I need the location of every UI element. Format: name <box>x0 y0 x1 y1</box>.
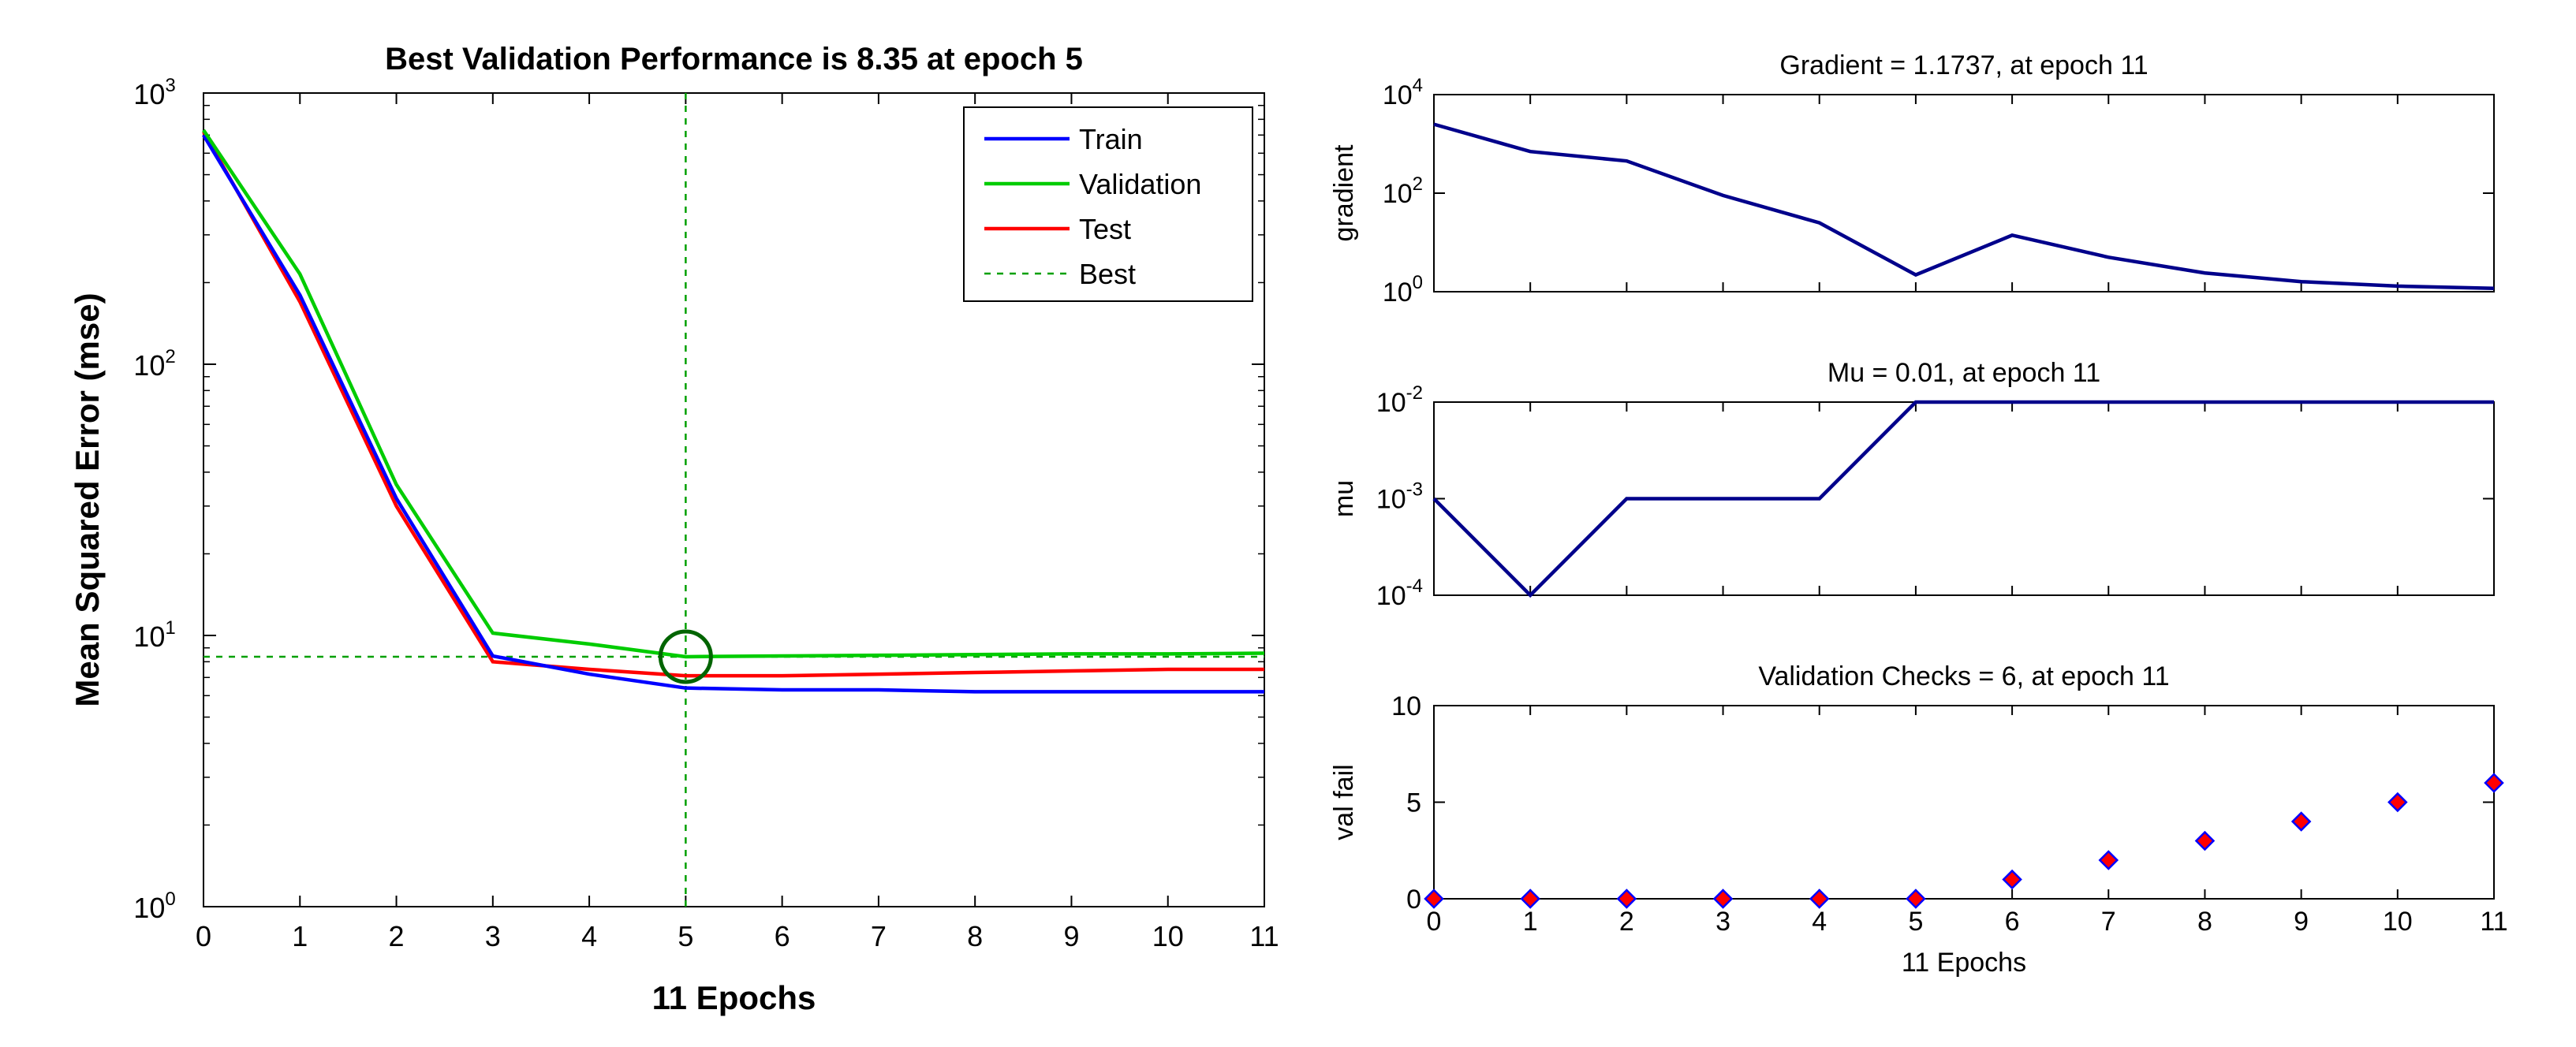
performance-x-tick-label: 4 <box>581 920 597 952</box>
mu-y-tick-label: 10-2 <box>1376 382 1423 418</box>
performance-x-tick-label: 3 <box>485 920 501 952</box>
valfail-y-tick-label: 10 <box>1391 691 1421 721</box>
mu-y-tick-label: 10-3 <box>1376 479 1423 515</box>
performance-y-tick-label: 100 <box>133 889 175 924</box>
performance-y-tick-label: 103 <box>133 75 175 110</box>
valfail-x-tick-label: 0 <box>1427 907 1442 937</box>
performance-x-tick-label: 1 <box>292 920 308 952</box>
valfail-x-tick-label: 4 <box>1812 907 1827 937</box>
best-marker-circle <box>658 629 713 684</box>
series-line-validation <box>202 129 1265 659</box>
legend-label-test: Test <box>1079 213 1131 245</box>
performance-x-tick-label: 0 <box>196 920 211 952</box>
valfail-x-label: 11 Epochs <box>1902 948 2026 978</box>
mu-line <box>1432 400 2494 598</box>
valfail-marker <box>1520 889 1540 909</box>
valfail-marker <box>2387 792 2408 813</box>
performance-x-tick-label: 10 <box>1152 920 1184 952</box>
gradient-y-tick-label: 104 <box>1383 75 1423 110</box>
valfail-x-tick-label: 9 <box>2294 907 2309 937</box>
valfail-marker <box>1712 889 1734 909</box>
gradient-title: Gradient = 1.1737, at epoch 11 <box>1779 50 2148 80</box>
mu-title: Mu = 0.01, at epoch 11 <box>1827 358 2100 388</box>
gradient-y-tick-label: 100 <box>1383 272 1423 307</box>
performance-x-tick-label: 2 <box>389 920 405 952</box>
performance-x-tick-label: 11 <box>1249 920 1279 952</box>
legend-label-validation: Validation <box>1079 168 1201 200</box>
mu-y-label: mu <box>1329 480 1359 517</box>
performance-y-tick-label: 101 <box>133 617 175 653</box>
mu-axes-box <box>1433 401 2495 596</box>
valfail-title: Validation Checks = 6, at epoch 11 <box>1758 661 2169 691</box>
series-line-test <box>202 130 1264 678</box>
valfail-x-tick-label: 8 <box>2197 907 2212 937</box>
performance-x-tick-label: 5 <box>678 920 693 952</box>
performance-x-label: 11 Epochs <box>652 979 816 1016</box>
performance-x-tick-label: 9 <box>1063 920 1079 952</box>
valfail-marker <box>1906 889 1926 909</box>
gradient-line <box>1433 122 2495 290</box>
legend-label-train: Train <box>1079 123 1143 155</box>
gradient-axes-box <box>1433 94 2495 292</box>
performance-y-label: Mean Squared Error (mse) <box>69 292 106 706</box>
performance-y-tick-label: 102 <box>133 346 175 382</box>
valfail-x-tick-label: 10 <box>2383 907 2413 937</box>
valfail-y-tick-label: 0 <box>1406 885 1421 915</box>
valfail-marker <box>1424 889 1444 909</box>
valfail-x-tick-label: 11 <box>2480 907 2507 937</box>
valfail-y-label: val fail <box>1329 764 1359 840</box>
series-line-train <box>202 134 1264 694</box>
gradient-y-label: gradient <box>1329 144 1359 241</box>
performance-x-tick-label: 7 <box>871 920 887 952</box>
valfail-marker <box>1616 889 1637 909</box>
performance-x-tick-label: 8 <box>967 920 983 952</box>
valfail-marker <box>2194 830 2216 851</box>
valfail-marker <box>1809 889 1830 909</box>
valfail-x-tick-label: 6 <box>2005 907 2020 937</box>
valfail-marker <box>2484 773 2504 793</box>
valfail-marker <box>2002 869 2022 890</box>
valfail-x-tick-label: 3 <box>1715 907 1730 937</box>
valfail-axes-box <box>1433 705 2495 900</box>
valfail-x-tick-label: 7 <box>2101 907 2116 937</box>
valfail-marker <box>2098 850 2119 870</box>
valfail-x-tick-label: 5 <box>1908 907 1923 937</box>
performance-x-tick-label: 6 <box>775 920 790 952</box>
performance-title: Best Validation Performance is 8.35 at e… <box>385 42 1083 76</box>
valfail-x-tick-label: 2 <box>1619 907 1634 937</box>
legend-label-best: Best <box>1079 258 1136 290</box>
mu-y-tick-label: 10-4 <box>1376 576 1423 611</box>
valfail-marker <box>2290 811 2312 832</box>
valfail-x-tick-label: 1 <box>1523 907 1538 937</box>
gradient-y-tick-label: 102 <box>1383 173 1423 209</box>
valfail-y-tick-label: 5 <box>1406 788 1421 818</box>
